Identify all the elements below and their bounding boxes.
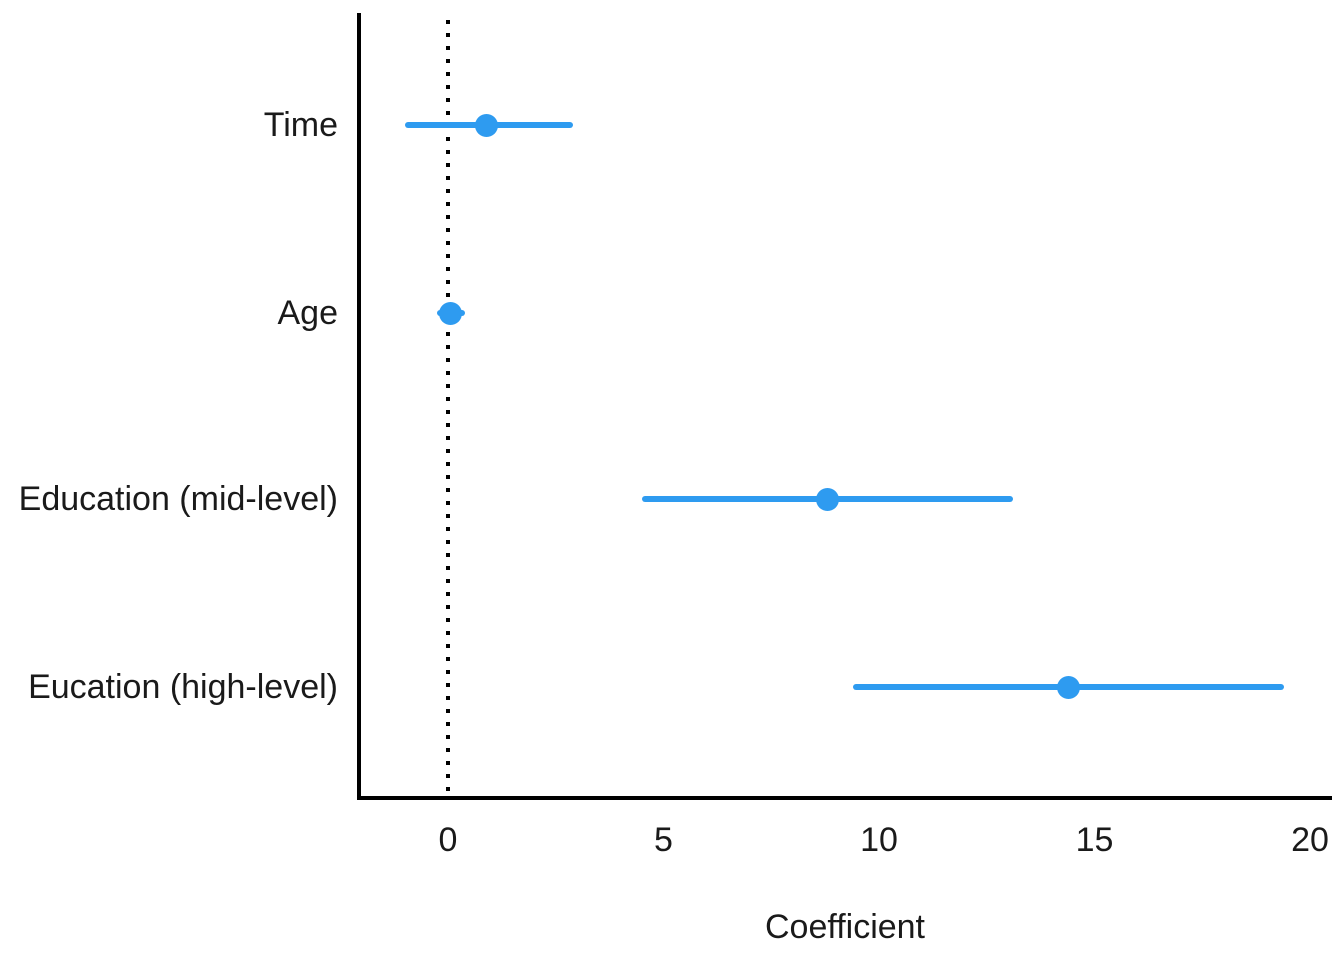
data-point bbox=[1057, 675, 1081, 699]
x-tick-label: 5 bbox=[654, 821, 673, 859]
category-label: Time bbox=[263, 106, 338, 144]
category-label: Age bbox=[277, 294, 339, 332]
x-tick-label: 15 bbox=[1075, 821, 1114, 859]
x-axis-line bbox=[357, 796, 1332, 800]
data-point bbox=[475, 113, 499, 137]
y-axis-line bbox=[357, 13, 361, 798]
x-axis-title: Coefficient bbox=[764, 908, 926, 946]
data-point bbox=[438, 301, 462, 325]
x-tick-label: 0 bbox=[438, 821, 458, 859]
category-label: Eucation (high-level) bbox=[28, 668, 338, 706]
data-point bbox=[815, 487, 839, 511]
x-tick-label: 20 bbox=[1291, 821, 1329, 859]
category-label: Education (mid-level) bbox=[18, 480, 338, 518]
zero-reference-line bbox=[446, 20, 450, 794]
x-tick-label: 10 bbox=[860, 821, 898, 859]
